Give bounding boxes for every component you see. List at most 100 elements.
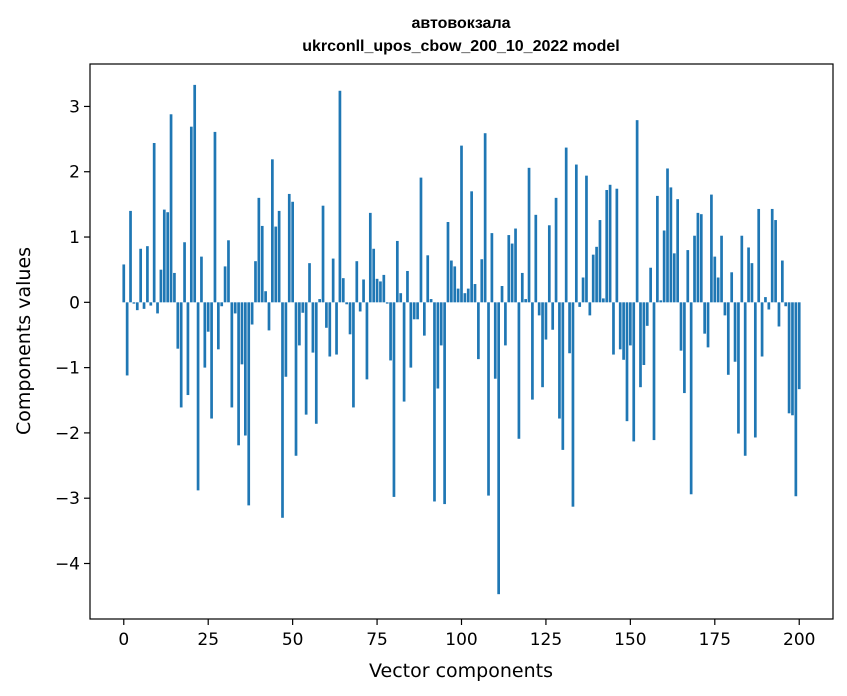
- bar-74: [372, 248, 376, 303]
- bar-165: [679, 302, 683, 351]
- bar-139: [591, 254, 595, 303]
- bar-172: [703, 302, 707, 334]
- bar-12: [162, 209, 166, 303]
- bar-81: [395, 240, 399, 303]
- bar-75: [375, 278, 379, 303]
- bar-171: [699, 214, 703, 303]
- bar-126: [547, 225, 551, 303]
- bar-178: [723, 302, 727, 316]
- bar-176: [716, 277, 720, 303]
- bar-71: [362, 279, 365, 303]
- x-tick-label: 200: [783, 630, 815, 650]
- bar-110: [493, 302, 497, 379]
- bar-9: [152, 143, 156, 303]
- y-axis-ticks: −4 −3 −2 −1 0 1 2 3: [55, 97, 90, 575]
- bar-130: [561, 302, 565, 450]
- bar-21: [193, 84, 197, 303]
- bar-180: [730, 272, 734, 303]
- x-tick-label: 0: [118, 630, 129, 650]
- bar-135: [578, 302, 582, 307]
- bar-198: [791, 302, 794, 416]
- bar-60: [325, 302, 328, 328]
- bar-41: [260, 225, 264, 303]
- bar-168: [689, 302, 693, 495]
- bar-91: [429, 299, 433, 303]
- bar-138: [588, 302, 592, 316]
- bar-24: [203, 302, 207, 368]
- bar-62: [331, 258, 335, 303]
- bar-111: [497, 302, 500, 595]
- bar-181: [733, 302, 737, 362]
- bar-155: [645, 302, 649, 326]
- bar-17: [179, 302, 183, 408]
- bar-153: [639, 302, 642, 388]
- x-tick-label: 75: [366, 630, 388, 650]
- bar-61: [328, 302, 332, 357]
- bar-47: [281, 302, 284, 518]
- bar-158: [656, 195, 659, 303]
- bar-173: [706, 302, 710, 348]
- bar-116: [514, 228, 517, 303]
- bar-66: [345, 302, 349, 305]
- bar-20: [189, 126, 193, 303]
- bar-43: [267, 302, 271, 331]
- bar-159: [659, 300, 663, 303]
- bar-69: [355, 261, 359, 303]
- bar-27: [213, 131, 217, 303]
- bar-182: [737, 302, 740, 434]
- bar-48: [284, 302, 288, 377]
- bar-52: [298, 302, 301, 346]
- bar-4: [135, 302, 139, 311]
- bar-179: [726, 302, 730, 375]
- bar-8: [149, 302, 153, 306]
- bar-10: [156, 302, 159, 314]
- bar-90: [426, 255, 430, 303]
- bar-196: [784, 302, 788, 307]
- bar-133: [571, 302, 575, 507]
- bar-19: [186, 302, 190, 396]
- bar-85: [409, 302, 413, 368]
- bar-185: [747, 247, 750, 303]
- bar-99: [456, 288, 460, 303]
- bar-58: [318, 299, 321, 303]
- bar-65: [341, 278, 345, 303]
- bar-122: [534, 214, 538, 303]
- bar-83: [402, 302, 406, 402]
- bar-39: [254, 261, 257, 303]
- y-tick-label: −1: [55, 359, 80, 379]
- bar-156: [649, 267, 652, 303]
- bar-106: [480, 259, 484, 303]
- bar-190: [764, 297, 767, 303]
- bar-177: [720, 235, 723, 303]
- bar-121: [531, 302, 534, 400]
- bar-96: [446, 222, 450, 303]
- bar-141: [598, 220, 602, 303]
- bar-102: [466, 288, 470, 303]
- bar-192: [770, 208, 774, 303]
- bar-107: [483, 133, 487, 303]
- bar-174: [710, 194, 713, 303]
- bar-5: [139, 248, 143, 303]
- bar-28: [216, 302, 220, 350]
- x-tick-label: 100: [445, 630, 477, 650]
- bar-143: [605, 190, 609, 303]
- bar-31: [227, 240, 230, 303]
- bar-34: [237, 302, 240, 446]
- bar-14: [169, 114, 173, 303]
- bar-104: [473, 284, 477, 303]
- bar-32: [230, 302, 234, 408]
- y-tick-label: 0: [69, 293, 80, 313]
- x-tick-label: 25: [197, 630, 219, 650]
- bar-128: [554, 197, 558, 303]
- y-tick-label: 2: [69, 163, 80, 183]
- bar-129: [558, 302, 561, 419]
- bar-92: [433, 302, 436, 502]
- chart-title-line1: автовокзала: [411, 15, 510, 32]
- bar-186: [750, 263, 754, 303]
- bar-7: [146, 246, 149, 303]
- bar-118: [520, 272, 524, 303]
- bar-115: [510, 243, 514, 303]
- bar-124: [541, 302, 544, 388]
- bar-152: [635, 120, 639, 303]
- y-tick-label: −4: [55, 555, 80, 575]
